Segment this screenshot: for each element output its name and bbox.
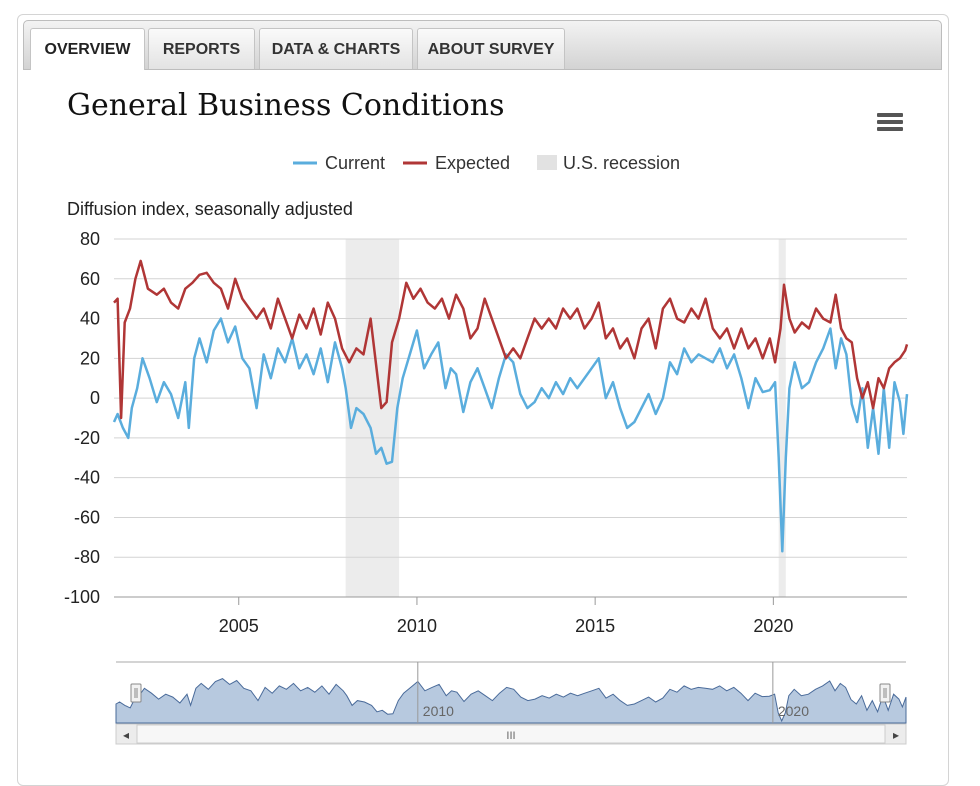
tab-bar: OVERVIEW REPORTS DATA & CHARTS ABOUT SUR… — [23, 20, 942, 70]
tab-overview[interactable]: OVERVIEW — [30, 28, 145, 70]
legend-recession-swatch — [537, 155, 557, 170]
legend-recession[interactable]: U.S. recession — [563, 153, 680, 173]
tab-about-survey[interactable]: ABOUT SURVEY — [417, 28, 565, 69]
report-panel — [17, 14, 949, 786]
chart-title: General Business Conditions — [67, 88, 505, 123]
tab-reports[interactable]: REPORTS — [148, 28, 255, 69]
legend-expected[interactable]: Expected — [435, 153, 510, 173]
chart-legend: Current Expected U.S. recession — [293, 153, 680, 173]
tab-data-charts[interactable]: DATA & CHARTS — [259, 28, 413, 69]
hamburger-menu-icon[interactable] — [873, 110, 907, 138]
legend-current[interactable]: Current — [325, 153, 385, 173]
